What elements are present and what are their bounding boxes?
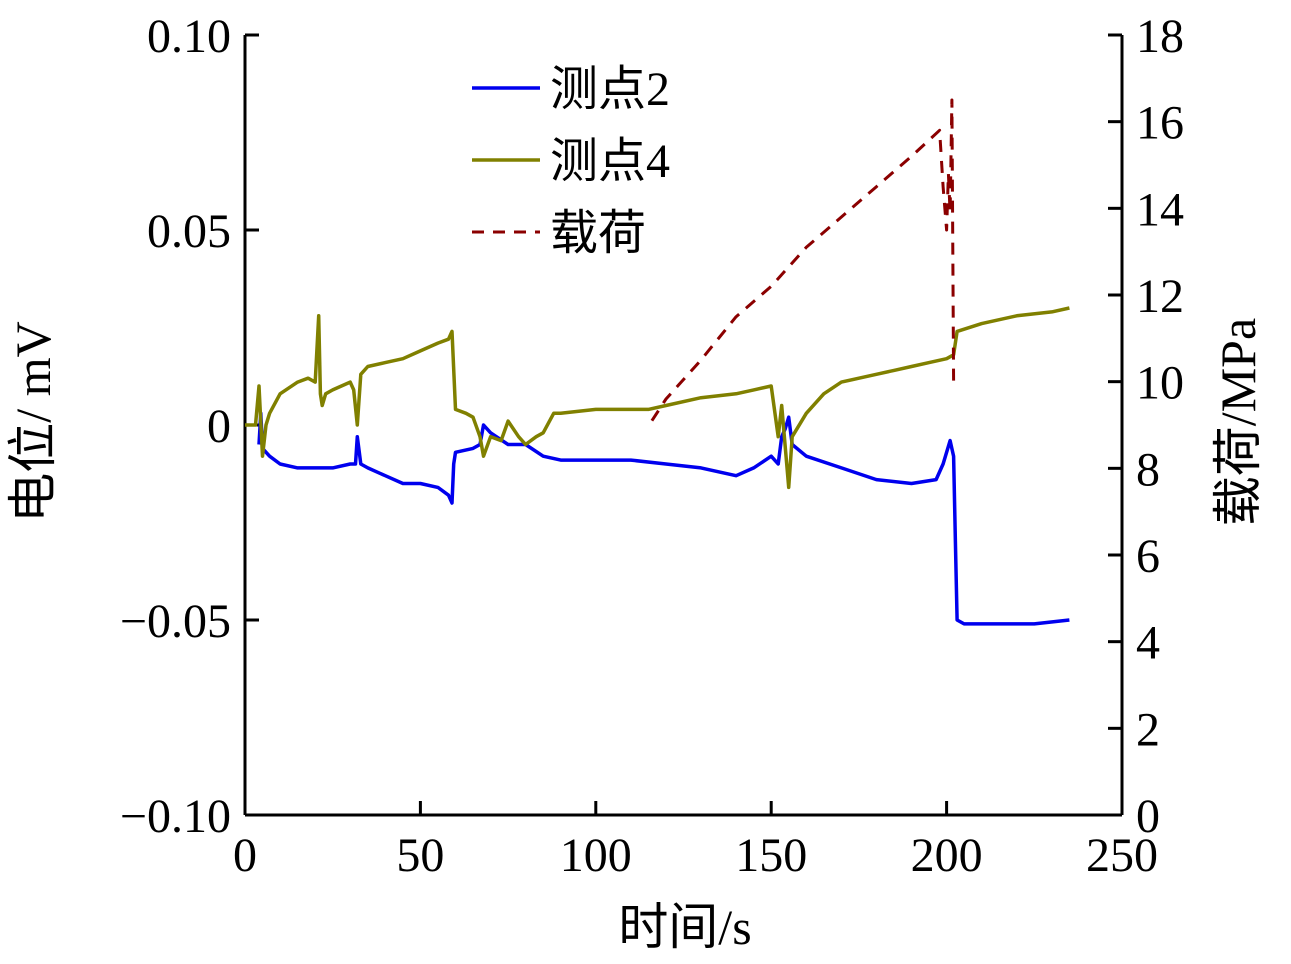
right-y-tick-label: 12 <box>1136 270 1184 323</box>
left-y-axis-label: 电位/ mV <box>5 321 61 522</box>
plot-axes <box>243 35 1124 817</box>
x-axis-ticks: 0 50 100 150 200 250 <box>233 801 1158 882</box>
x-tick-label: 200 <box>911 829 983 882</box>
series-line-2 <box>650 98 956 422</box>
series-layer <box>245 98 1070 626</box>
x-tick-label: 150 <box>735 829 807 882</box>
right-y-axis-ticks: 18 16 14 12 10 8 6 4 2 0 <box>1108 10 1184 843</box>
x-tick-label: 100 <box>560 829 632 882</box>
right-y-tick-label: 2 <box>1136 703 1160 756</box>
legend: 测点2 测点4 载荷 <box>472 63 670 260</box>
x-tick-label: 50 <box>396 829 444 882</box>
x-tick-label: 0 <box>233 829 257 882</box>
left-y-tick-label: 0.05 <box>147 205 231 258</box>
right-y-tick-label: 16 <box>1136 97 1184 150</box>
right-y-tick-label: 4 <box>1136 617 1160 670</box>
legend-label-1: 测点4 <box>550 135 670 188</box>
right-y-tick-label: 10 <box>1136 357 1184 410</box>
legend-label-2: 载荷 <box>550 207 646 260</box>
series-line-0 <box>257 411 1070 626</box>
right-y-tick-label: 18 <box>1136 10 1184 63</box>
left-y-tick-label: −0.05 <box>120 595 231 648</box>
right-y-axis-label: 载荷/MPa <box>1210 318 1266 526</box>
right-y-tick-label: 0 <box>1136 790 1160 843</box>
x-axis-label: 时间/s <box>618 899 751 955</box>
right-y-tick-label: 6 <box>1136 530 1160 583</box>
left-y-tick-label: 0 <box>207 400 231 453</box>
series-line-1 <box>245 306 1070 490</box>
left-y-tick-label: −0.10 <box>120 790 231 843</box>
legend-label-0: 测点2 <box>550 63 670 116</box>
right-y-tick-label: 14 <box>1136 183 1184 236</box>
left-y-tick-label: 0.10 <box>147 10 231 63</box>
left-y-axis-ticks: 0.10 0.05 0 −0.05 −0.10 <box>120 10 259 843</box>
right-y-tick-label: 8 <box>1136 443 1160 496</box>
x-tick-label: 250 <box>1086 829 1158 882</box>
